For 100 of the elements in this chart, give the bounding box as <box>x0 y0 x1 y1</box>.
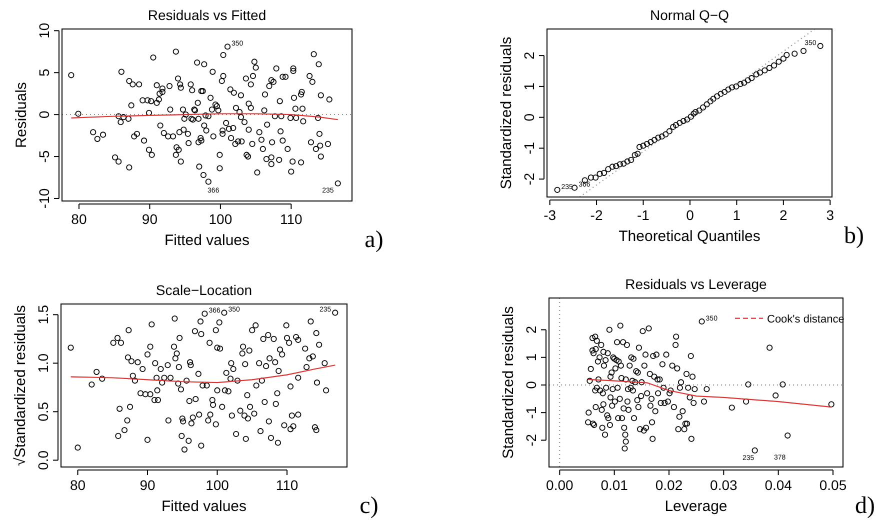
x-tick-label: 2 <box>780 207 788 223</box>
y-tick-label: -2 <box>521 172 537 186</box>
point <box>753 71 760 78</box>
x-tick-label: 90 <box>142 211 158 227</box>
text: b) <box>844 223 864 249</box>
point <box>636 144 643 150</box>
point <box>632 152 638 158</box>
y-tick-label: 0 <box>523 380 539 389</box>
x-tick-label: 90 <box>140 477 156 493</box>
y-tick-label: -1 <box>521 142 537 154</box>
point <box>628 156 634 163</box>
y-axis-title: Residuals <box>13 82 30 148</box>
x-tick-label: -2 <box>590 207 603 223</box>
y-tick-label: -10 <box>36 188 52 209</box>
point <box>704 101 710 108</box>
x-tick-label: 100 <box>208 211 232 227</box>
point <box>672 122 679 128</box>
point <box>817 42 824 50</box>
point <box>784 52 790 58</box>
x-tick-label: 0.04 <box>764 477 792 493</box>
y-tick-label: 1 <box>523 353 539 362</box>
text: a) <box>364 227 384 253</box>
point <box>714 93 720 100</box>
point <box>718 90 724 97</box>
point <box>707 98 714 104</box>
x-axis-title: Theoretical Quantiles <box>618 228 760 245</box>
point <box>757 69 764 76</box>
point <box>696 107 702 114</box>
y-tick-label: 1.5 <box>35 304 51 324</box>
point <box>609 164 616 170</box>
x-tick-label: 0.03 <box>710 477 738 493</box>
x-axis-title: Fitted values <box>164 232 250 249</box>
text: d) <box>855 493 875 519</box>
y-tick-label: 2 <box>521 51 537 60</box>
y-tick-label: -5 <box>36 150 52 163</box>
x-tick-label: 0.05 <box>819 477 847 493</box>
x-tick-label: 110 <box>280 211 303 227</box>
y-tick-label: 1.0 <box>35 353 51 373</box>
x-tick-label: 0.02 <box>655 477 683 493</box>
x-tick-label: 0 <box>686 207 694 223</box>
y-axis-title: Standardized residuals <box>498 36 515 190</box>
y-tick-label: 0.5 <box>35 402 51 422</box>
x-tick-label: 100 <box>206 477 230 493</box>
point <box>776 58 782 65</box>
point <box>741 80 748 86</box>
x-axis-title: Leverage <box>664 498 728 515</box>
y-tick-label: 0 <box>36 110 52 118</box>
point <box>634 150 641 157</box>
point <box>680 118 686 124</box>
point <box>688 114 694 120</box>
chart-title: Residuals vs Leverage <box>625 276 768 292</box>
point <box>616 161 623 168</box>
y-axis-title: Standardized residuals <box>500 306 517 459</box>
y-axis-title: √Standardized residuals <box>12 305 29 466</box>
point <box>554 186 560 193</box>
x-tick-label: 80 <box>70 477 86 493</box>
y-tick-label: 10 <box>36 22 52 38</box>
point <box>780 56 786 62</box>
y-tick-label: 1 <box>521 82 537 90</box>
point <box>744 77 751 84</box>
point <box>588 174 594 181</box>
point <box>662 131 669 138</box>
point <box>748 75 755 82</box>
y-tick-label: -1 <box>523 406 539 419</box>
point <box>605 166 612 172</box>
point <box>640 142 646 149</box>
y-tick-label: 5 <box>36 68 52 77</box>
chart-title: Normal Q−Q <box>650 7 730 23</box>
point <box>733 83 740 90</box>
point <box>592 174 599 181</box>
point <box>596 170 603 177</box>
point <box>651 136 658 143</box>
x-tick-label: 0.00 <box>546 477 574 493</box>
point <box>624 158 630 165</box>
x-tick-label: 110 <box>276 477 298 493</box>
point <box>676 120 683 126</box>
point <box>737 80 744 88</box>
point <box>725 86 732 93</box>
point <box>666 128 672 134</box>
point <box>800 48 807 54</box>
y-tick-label: -2 <box>523 434 539 446</box>
point <box>792 50 798 57</box>
x-tick-label: -3 <box>544 207 556 223</box>
point <box>658 133 665 140</box>
point <box>684 116 690 123</box>
y-tick-label: 0 <box>521 113 537 122</box>
chart-title: Scale−Location <box>156 282 252 298</box>
point <box>728 84 736 90</box>
point <box>762 67 768 74</box>
point <box>690 110 697 117</box>
point <box>648 138 654 146</box>
point <box>600 170 608 176</box>
x-axis-title: Fitted values <box>161 498 247 515</box>
x-tick-label: 1 <box>732 207 741 223</box>
point <box>721 88 728 96</box>
point <box>692 109 699 116</box>
point <box>710 96 716 102</box>
point <box>655 134 662 141</box>
point <box>613 163 620 170</box>
point <box>644 140 650 147</box>
